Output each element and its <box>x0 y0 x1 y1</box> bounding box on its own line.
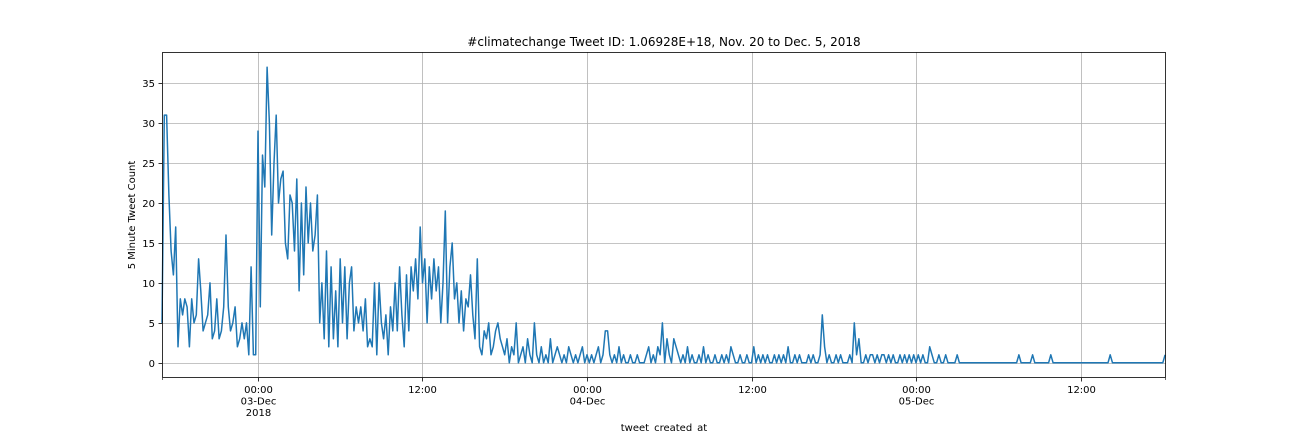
y-tick-label: 10 <box>142 279 155 290</box>
x-tick-label: 00:00 <box>902 385 931 396</box>
y-tick-label: 0 <box>149 359 155 370</box>
y-tick-label: 20 <box>142 199 155 210</box>
y-tick-label: 5 <box>149 319 155 330</box>
x-tick-label: 12:00 <box>1067 385 1096 396</box>
y-tick-label: 15 <box>142 239 155 250</box>
x-tick-label: 05-Dec <box>899 397 935 408</box>
y-tick-label: 25 <box>142 159 155 170</box>
y-tick-label: 30 <box>142 119 155 130</box>
x-axis-label: tweet_created_at <box>621 423 708 432</box>
grid <box>162 52 1166 378</box>
x-tick-label: 04-Dec <box>570 397 606 408</box>
plot-frame <box>162 52 1166 378</box>
x-tick-label: 12:00 <box>738 385 767 396</box>
series-line <box>161 66 1166 364</box>
y-axis-label: 5 Minute Tweet Count <box>127 161 138 270</box>
x-tick-label: 2018 <box>246 408 271 419</box>
chart-title: #climatechange Tweet ID: 1.06928E+18, No… <box>467 35 860 49</box>
x-tick-label: 00:00 <box>244 385 273 396</box>
y-tick-label: 35 <box>142 79 155 90</box>
y-axis: 0 5 10 15 20 25 30 35 <box>142 79 162 370</box>
x-tick-label: 00:00 <box>573 385 602 396</box>
x-tick-label: 12:00 <box>408 385 437 396</box>
x-tick-label: 03-Dec <box>241 397 277 408</box>
